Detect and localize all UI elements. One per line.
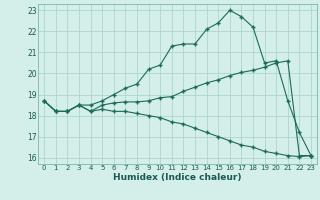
X-axis label: Humidex (Indice chaleur): Humidex (Indice chaleur) [113,173,242,182]
